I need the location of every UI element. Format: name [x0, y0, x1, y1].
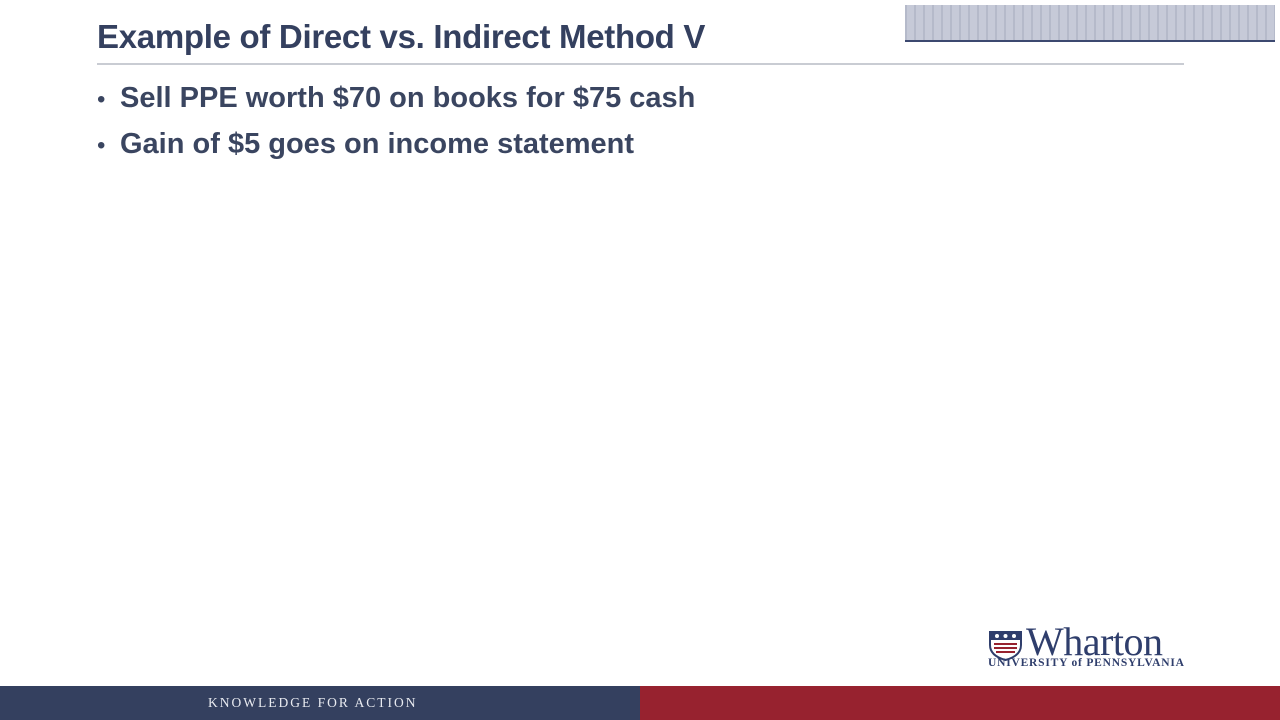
bullet-marker: •: [97, 132, 106, 159]
wharton-logo: Wharton UNIVERSITY of PENNSYLVANIA: [988, 620, 1193, 674]
title-divider: [97, 63, 1184, 65]
slide-title: Example of Direct vs. Indirect Method V: [97, 18, 706, 55]
logo-wordmark: Wharton: [1026, 619, 1163, 664]
bullet-marker: •: [97, 86, 106, 113]
header-decoration-band: [905, 5, 1275, 42]
footer-bar-right: [640, 686, 1280, 720]
penn-shield-icon: [989, 631, 1022, 661]
logo-subtitle: UNIVERSITY of PENNSYLVANIA: [988, 657, 1185, 669]
footer-tagline: KNOWLEDGE FOR ACTION: [208, 695, 418, 710]
bullet-item: • Sell PPE worth $70 on books for $75 ca…: [97, 82, 695, 128]
bullet-text: Sell PPE worth $70 on books for $75 cash: [120, 82, 696, 114]
bullet-text: Gain of $5 goes on income statement: [120, 128, 635, 160]
footer-bar-left: KNOWLEDGE FOR ACTION: [0, 686, 640, 720]
bullet-list: • Sell PPE worth $70 on books for $75 ca…: [97, 82, 695, 174]
bullet-item: • Gain of $5 goes on income statement: [97, 128, 695, 174]
